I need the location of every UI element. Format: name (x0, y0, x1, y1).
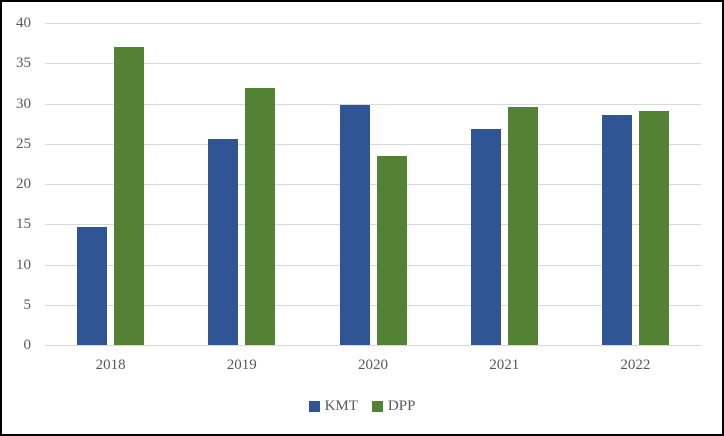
legend-item-kmt: KMT (308, 398, 358, 414)
gridline-y20 (45, 184, 701, 185)
gridline-y15 (45, 224, 701, 226)
plot-area (45, 23, 701, 346)
bar-kmt-2020 (339, 105, 370, 345)
y-tick-label-25: 25 (16, 135, 31, 152)
bar-kmt-2022 (601, 114, 632, 345)
bar-dpp-2022 (638, 110, 669, 345)
y-tick-label-30: 30 (16, 95, 31, 112)
y-tick-label-10: 10 (16, 256, 31, 273)
bar-dpp-2018 (114, 47, 145, 345)
bar-group-2018 (45, 23, 176, 345)
legend: KMT DPP (2, 398, 722, 414)
y-tick-label-5: 5 (23, 296, 32, 313)
bar-dpp-2019 (245, 88, 276, 345)
legend-label-kmt: KMT (324, 398, 358, 414)
bar-dpp-2020 (376, 155, 407, 345)
x-tick-label-2019: 2019 (226, 357, 257, 373)
x-tick-label-2021: 2021 (489, 357, 520, 373)
bar-group-2019 (176, 23, 307, 345)
y-tick-label-40: 40 (16, 15, 31, 31)
gridline-y5 (45, 304, 701, 306)
legend-item-dpp: DPP (371, 398, 416, 414)
gridline-y30 (45, 103, 701, 105)
y-tick-label-0: 0 (23, 337, 32, 353)
bar-kmt-2019 (208, 138, 239, 345)
bar-kmt-2021 (470, 129, 501, 345)
bar-group-2021 (439, 23, 570, 345)
bar-group-2022 (570, 23, 701, 345)
gridline-y0 (45, 345, 701, 346)
gridline-y25 (45, 143, 701, 145)
bar-dpp-2021 (507, 106, 538, 345)
gridline-y35 (45, 63, 701, 65)
x-axis: 2018 2019 2020 2021 2022 (45, 356, 701, 374)
y-tick-label-20: 20 (16, 176, 31, 192)
x-tick-label-2022: 2022 (620, 357, 651, 373)
bar-group-2020 (307, 23, 438, 345)
gridline-y10 (45, 264, 701, 266)
gridline-y40 (45, 23, 701, 24)
legend-swatch-dpp (371, 400, 383, 412)
legend-swatch-kmt (308, 400, 320, 412)
x-tick-label-2018: 2018 (95, 357, 126, 373)
x-tick-label-2020: 2020 (358, 357, 388, 373)
y-tick-label-35: 35 (16, 55, 31, 72)
bars-container (45, 23, 701, 345)
bar-kmt-2018 (77, 227, 108, 345)
legend-label-dpp: DPP (387, 398, 416, 414)
y-tick-label-15: 15 (16, 216, 31, 233)
